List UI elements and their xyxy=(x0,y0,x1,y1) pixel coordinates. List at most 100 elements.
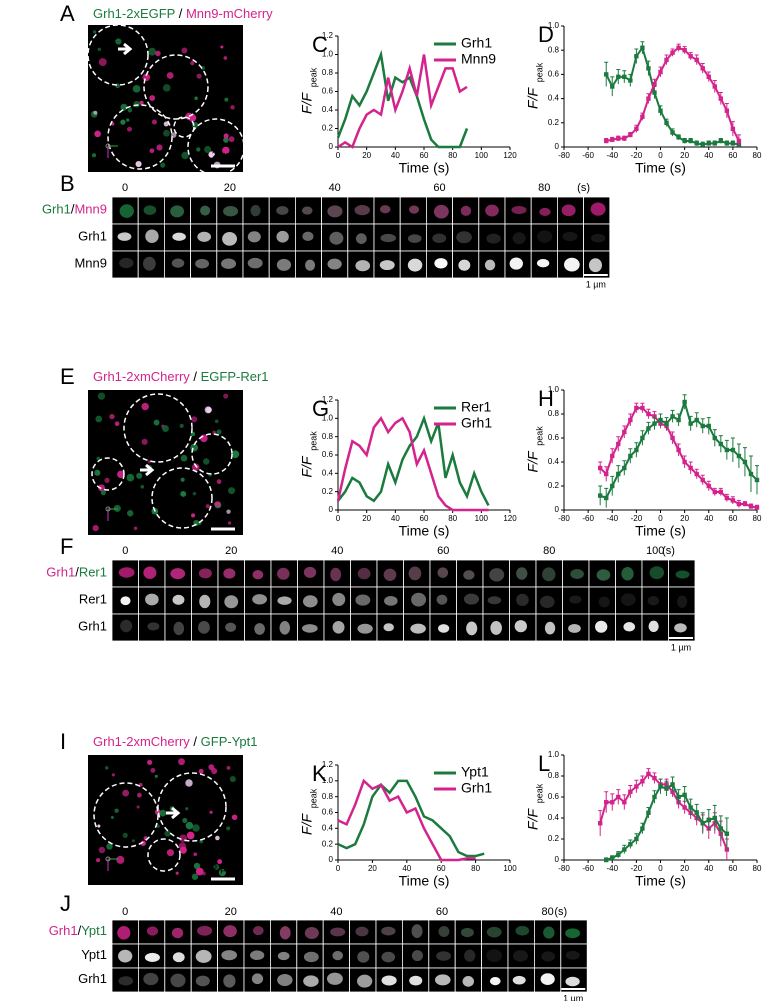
title-part: Grh1-2xmCherry xyxy=(93,369,190,384)
legend-label: Grh1 xyxy=(461,415,492,431)
x-tick-label: 80 xyxy=(753,514,762,523)
cell-outline xyxy=(187,118,245,176)
time-label: 100 xyxy=(646,545,664,557)
title-part: / xyxy=(175,6,186,21)
legend-label: Rer1 xyxy=(461,399,492,415)
time-label: 60 xyxy=(436,906,448,918)
row-label-part: Ypt1 xyxy=(81,923,107,938)
data-point xyxy=(724,141,730,146)
tile-spot xyxy=(539,595,555,609)
y-tick-label: 0.8 xyxy=(322,68,334,77)
tile-spot xyxy=(460,927,474,938)
data-point xyxy=(742,459,748,465)
data-point xyxy=(682,48,687,53)
y-axis-label: F/F xyxy=(525,808,541,830)
fluorescent-spot xyxy=(100,490,106,496)
tile-spot xyxy=(117,232,132,241)
cell-outline xyxy=(87,24,149,86)
fluorescent-spot xyxy=(193,862,201,870)
tile-spot xyxy=(251,973,264,985)
y-axis-label: F/F xyxy=(525,450,541,472)
y-tick-label: 0.2 xyxy=(322,487,334,496)
tile-spot xyxy=(355,594,371,606)
cell-outline xyxy=(91,457,125,491)
fluorescent-spot xyxy=(92,525,99,532)
tile-spot xyxy=(677,595,688,608)
tile-spot xyxy=(222,232,238,246)
y-tick-label: 0 xyxy=(329,142,334,151)
tile-spot xyxy=(569,595,582,604)
cell-outline xyxy=(123,393,193,463)
data-point xyxy=(652,90,657,95)
row-label: Mnn9 xyxy=(74,256,107,271)
tile-spot xyxy=(434,258,448,269)
image-tile xyxy=(403,586,431,615)
tile-spot xyxy=(456,231,472,244)
data-point xyxy=(718,138,724,144)
image-tile xyxy=(482,586,510,615)
data-point xyxy=(640,779,645,784)
data-point xyxy=(670,782,675,787)
fluorescent-spot xyxy=(141,402,149,411)
data-point xyxy=(712,489,717,495)
fluorescent-spot xyxy=(156,824,160,828)
fluorescent-spot xyxy=(185,807,189,811)
scale-bar-label: 2 µm xyxy=(212,514,234,525)
fluorescent-spot xyxy=(140,485,145,489)
data-point xyxy=(597,465,603,471)
tile-spot xyxy=(357,951,370,963)
fluorescent-spot xyxy=(209,810,213,814)
tile-spot xyxy=(277,973,293,987)
legend-label: Mnn9 xyxy=(461,51,496,67)
fluorescent-spot xyxy=(180,454,188,462)
x-axis-label: Time (s) xyxy=(399,160,450,176)
fluorescent-spot xyxy=(191,416,198,423)
data-point xyxy=(628,78,633,83)
x-tick-label: 20 xyxy=(362,151,371,160)
x-tick-label: 100 xyxy=(475,151,489,160)
data-point xyxy=(682,792,687,798)
y-tick-label: 0.2 xyxy=(322,124,334,133)
y-tick-label: 0.4 xyxy=(322,823,334,832)
x-tick-label: 20 xyxy=(362,514,371,523)
image-tile xyxy=(217,967,245,993)
y-axis-label-subscript: peak xyxy=(534,62,544,82)
tile-spot xyxy=(225,622,237,632)
tile-spot xyxy=(172,232,186,241)
data-point xyxy=(597,493,603,498)
scale-bar-label: 1 µm xyxy=(563,993,583,1001)
panel-letter: J xyxy=(60,891,71,916)
x-axis-label: Time (s) xyxy=(399,523,450,539)
image-tile xyxy=(534,943,562,969)
fluorescent-spot xyxy=(216,429,222,435)
fluorescent-spot xyxy=(149,95,156,102)
fluorescent-spot xyxy=(126,473,135,482)
fluorescent-spot xyxy=(227,521,232,525)
time-label: 60 xyxy=(437,545,449,557)
image-tile xyxy=(504,223,532,252)
tile-spot xyxy=(252,594,268,605)
panel-letter: A xyxy=(60,1,75,26)
y-tick-label: 1.2 xyxy=(322,395,334,404)
title-part: GFP-Ypt1 xyxy=(201,734,258,749)
x-tick-label: -60 xyxy=(582,514,594,523)
image-tile xyxy=(137,250,165,279)
row-label-part: Grh1 xyxy=(49,923,78,938)
fluorescent-spot xyxy=(120,103,128,111)
tile-spot xyxy=(408,205,420,214)
fluorescent-spot xyxy=(213,864,220,870)
fluorescent-spot xyxy=(115,38,122,45)
image-tile xyxy=(111,250,139,279)
fluorescent-spot xyxy=(116,855,125,864)
image-tile xyxy=(111,613,139,642)
x-tick-label: -40 xyxy=(606,151,618,160)
y-tick-label: 1.0 xyxy=(548,21,560,30)
fluorescent-spot xyxy=(178,842,187,850)
data-point xyxy=(628,789,633,794)
y-tick-label: 0.4 xyxy=(322,468,334,477)
fluorescent-spot xyxy=(226,766,231,770)
data-point xyxy=(748,471,754,477)
tile-spot xyxy=(330,927,346,937)
fluorescent-spot xyxy=(223,393,229,399)
panel-title: Grh1-2xEGFP / Mnn9-mCherry xyxy=(93,6,273,21)
